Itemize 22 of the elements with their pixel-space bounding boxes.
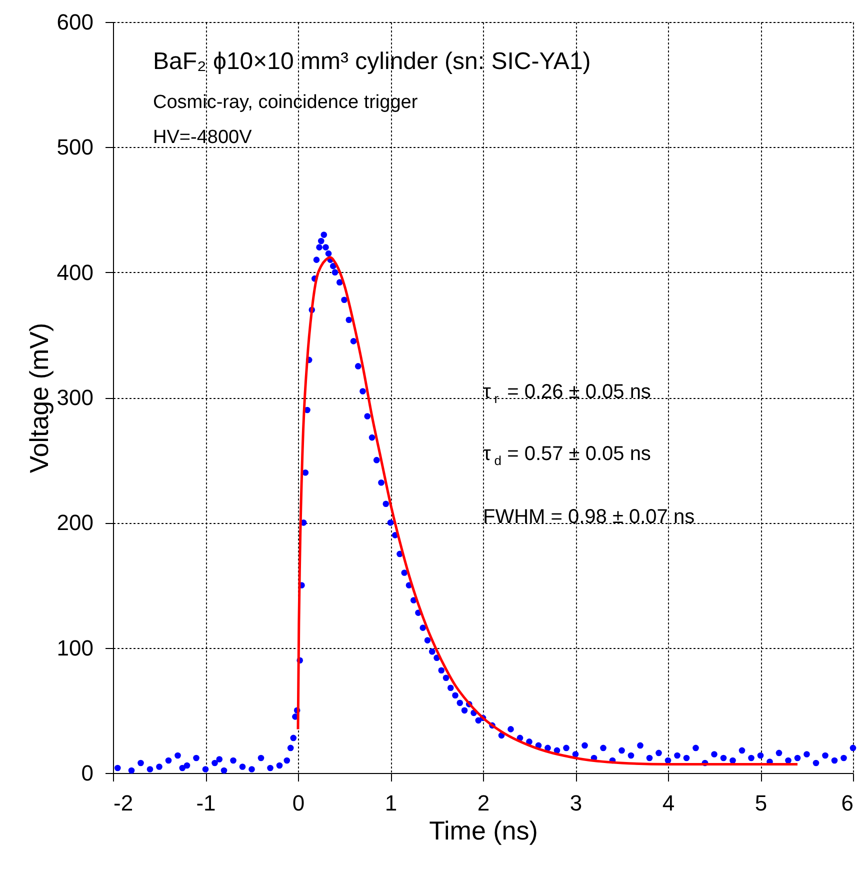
y-tick-label: 500 xyxy=(56,134,94,160)
x-tick-label: 6 xyxy=(841,790,854,816)
y-tick-label: 300 xyxy=(56,385,94,410)
y-tick-label: 600 xyxy=(56,10,94,34)
x-tick-label: 0 xyxy=(292,790,305,816)
x-tick-label: -1 xyxy=(196,790,216,816)
y-tick-label: 400 xyxy=(56,260,94,285)
x-tick-label: 4 xyxy=(662,790,675,816)
y-axis-title: Voltage (mV) xyxy=(24,322,54,474)
y-tick-label: 0 xyxy=(81,760,94,786)
x-tick-label: 2 xyxy=(477,790,490,816)
x-tick-label: 5 xyxy=(754,790,768,816)
x-axis-title: Time (ns) xyxy=(429,816,538,846)
x-tick-label: 1 xyxy=(384,790,398,816)
annotation: FWHM = 0.98 ± 0.07 ns xyxy=(483,506,695,528)
y-tick-label: 200 xyxy=(56,510,94,536)
x-tick-label: 3 xyxy=(570,790,582,816)
y-tick-label: 100 xyxy=(56,635,94,660)
x-tick-label: -2 xyxy=(114,790,134,816)
annotation: HV=-4800V xyxy=(153,127,252,148)
annotation: BaF₂ ϕ10×10 mm³ cylinder (sn: SIC-YA1) xyxy=(153,48,591,75)
annotation: Cosmic-ray, coincidence trigger xyxy=(153,92,418,113)
